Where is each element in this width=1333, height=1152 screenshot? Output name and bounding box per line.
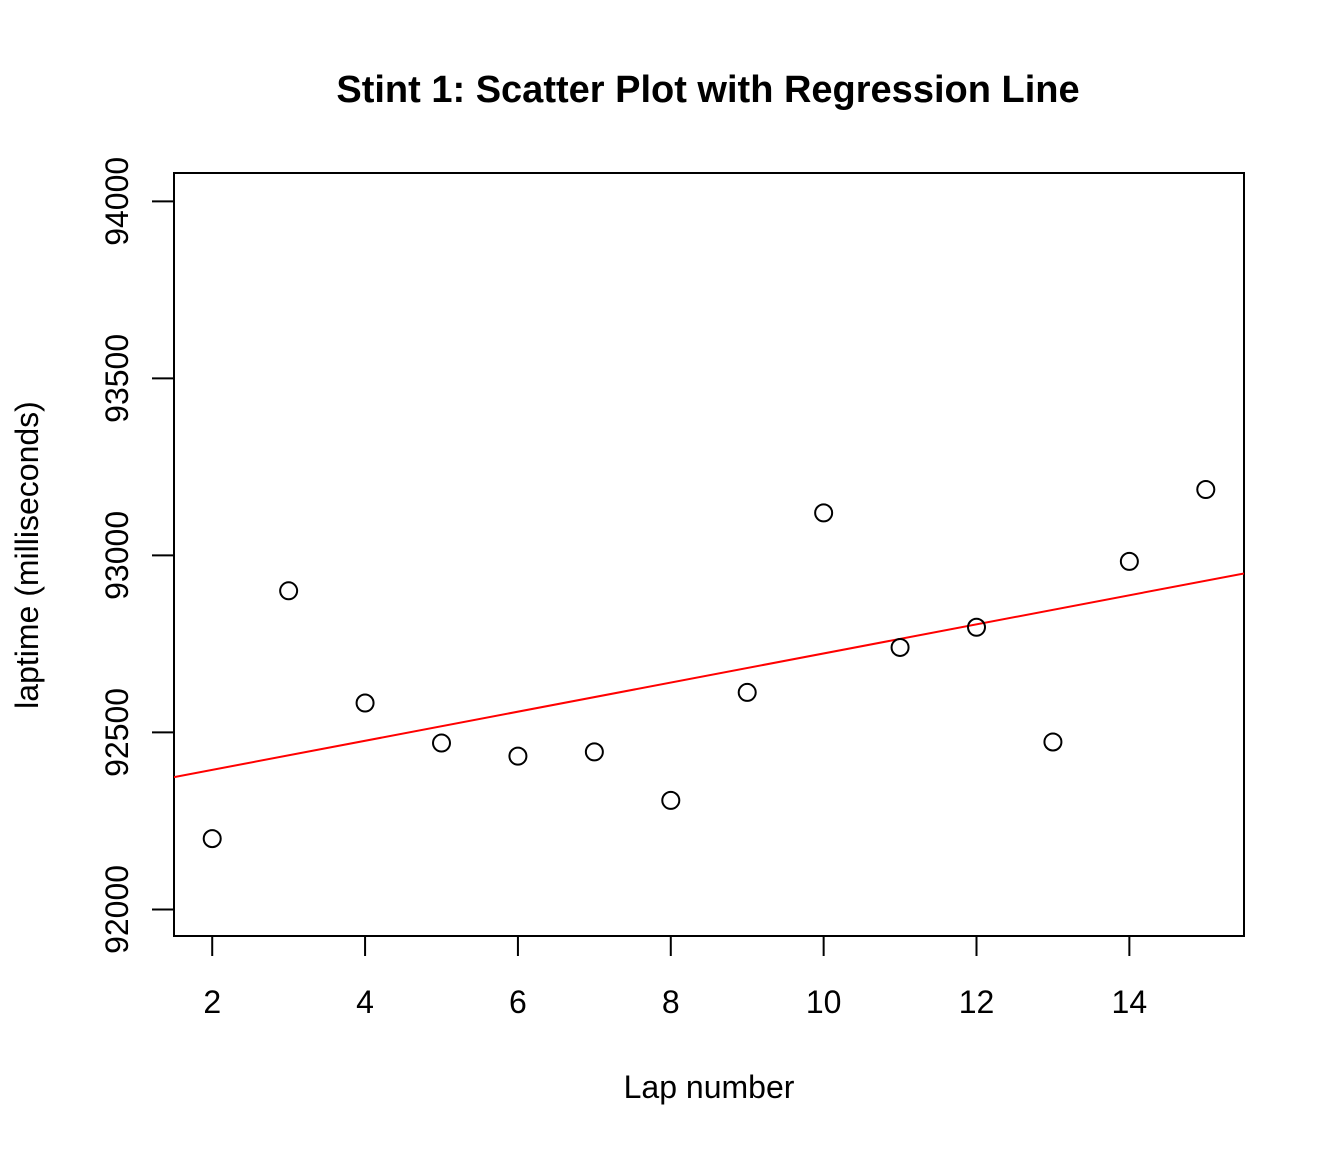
x-tick-label: 4 (356, 984, 374, 1020)
x-tick-label: 12 (959, 984, 995, 1020)
data-point (355, 693, 375, 713)
x-tick-label: 2 (203, 984, 221, 1020)
data-point (1119, 551, 1139, 571)
y-tick-label: 92000 (99, 865, 135, 954)
data-point (432, 733, 451, 753)
y-tick-label: 92500 (99, 688, 135, 777)
x-tick-label: 8 (662, 984, 680, 1020)
x-axis-label: Lap number (624, 1069, 795, 1105)
x-axis: 2 4 6 8 10 12 14 (203, 936, 1147, 1020)
data-point (890, 637, 910, 657)
x-tick-label: 6 (509, 984, 527, 1020)
data-point (279, 581, 299, 601)
data-point (508, 746, 528, 766)
data-point (814, 503, 834, 523)
data-point (202, 829, 222, 849)
x-tick-label: 10 (806, 984, 842, 1020)
x-tick-label: 14 (1112, 984, 1148, 1020)
data-point (1043, 732, 1063, 752)
chart-title: Stint 1: Scatter Plot with Regression Li… (336, 69, 1079, 111)
y-axis: 92000 92500 93000 93500 94000 (99, 157, 174, 954)
data-point (967, 617, 986, 637)
regression-line (174, 572, 1244, 779)
y-tick-label: 94000 (99, 157, 135, 246)
plot-area (174, 572, 1244, 779)
data-point (737, 682, 757, 702)
data-point (1196, 480, 1216, 500)
y-axis-label: laptime (milliseconds) (9, 401, 45, 709)
plot-frame (173, 172, 1245, 937)
data-point (584, 742, 604, 762)
data-points (202, 480, 1216, 849)
data-point (661, 790, 681, 810)
y-tick-label: 93500 (99, 334, 135, 423)
y-tick-label: 93000 (99, 511, 135, 600)
